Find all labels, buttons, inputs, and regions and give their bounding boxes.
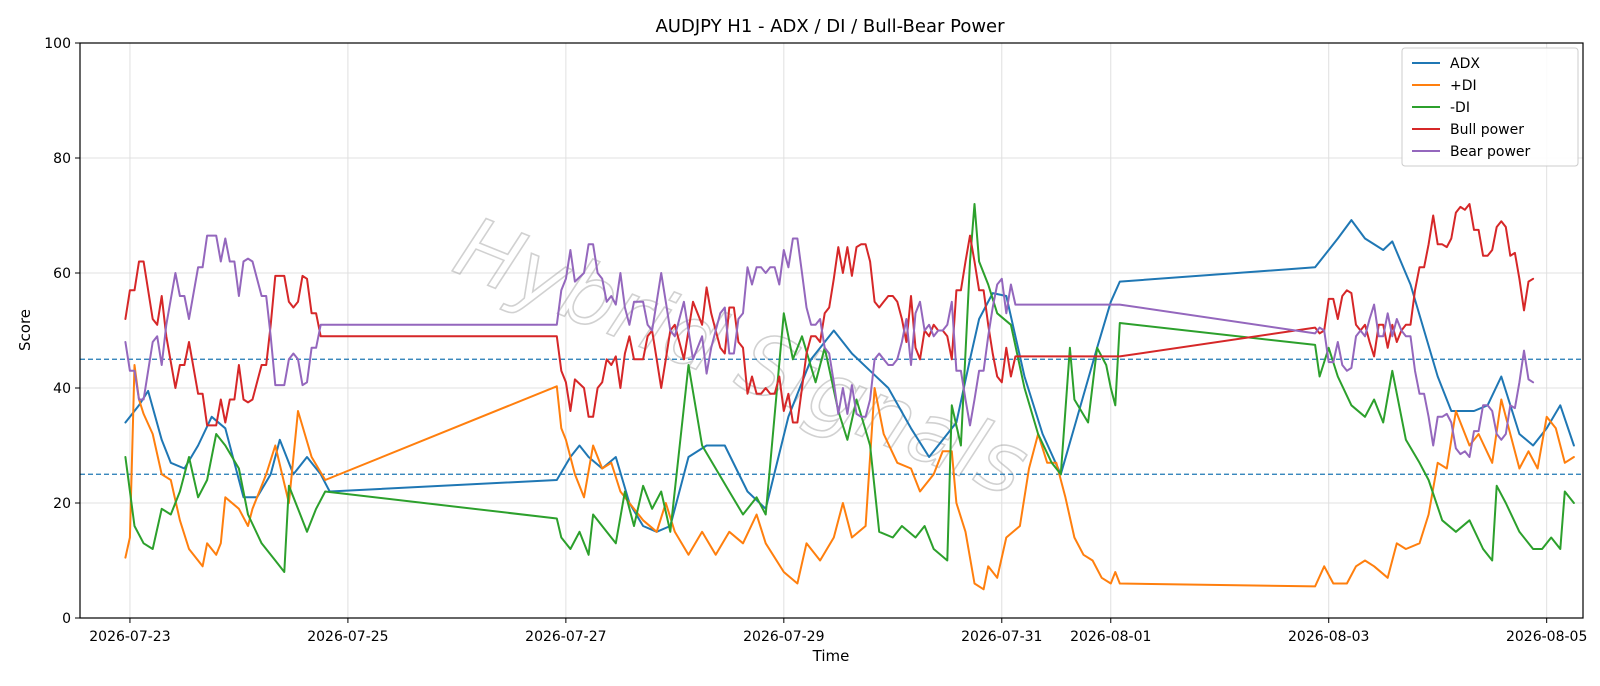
x-tick-label: 2026-07-23 xyxy=(89,629,170,645)
x-tick-label: 2026-07-29 xyxy=(743,629,824,645)
y-tick-label: 80 xyxy=(53,151,71,167)
x-axis: 2026-07-23 2026-07-25 2026-07-27 2026-07-29… xyxy=(89,618,1587,645)
legend-label: +DI xyxy=(1450,78,1477,94)
x-tick-label: 2026-07-25 xyxy=(307,629,388,645)
x-tick-label: 2026-08-05 xyxy=(1506,629,1587,645)
y-tick-label: 100 xyxy=(44,36,71,52)
series-line-bull-power xyxy=(124,203,1535,427)
plot-frame xyxy=(79,42,1584,619)
series-line-di xyxy=(124,203,1575,573)
series-line-adx xyxy=(124,219,1575,533)
x-axis-label: Time xyxy=(812,647,850,665)
x-tick-label: 2026-08-01 xyxy=(1070,629,1151,645)
y-axis: 0 20 40 60 80 100 xyxy=(44,36,80,627)
legend: ADX +DI -DI Bull power Bear power xyxy=(1401,47,1579,167)
y-axis-label: Score xyxy=(16,309,34,351)
series-line-di xyxy=(124,364,1575,591)
chart-title: AUDJPY H1 - ADX / DI / Bull-Bear Power xyxy=(655,16,1005,37)
y-tick-label: 20 xyxy=(53,496,71,512)
series-layer xyxy=(124,203,1575,591)
legend-label: Bear power xyxy=(1450,144,1531,160)
y-tick-label: 0 xyxy=(62,611,71,627)
y-tick-label: 60 xyxy=(53,266,71,282)
x-tick-label: 2026-07-31 xyxy=(961,629,1042,645)
x-tick-label: 2026-07-27 xyxy=(525,629,606,645)
legend-box xyxy=(1401,47,1579,167)
legend-label: ADX xyxy=(1450,56,1480,72)
y-tick-label: 40 xyxy=(53,381,71,397)
x-tick-label: 2026-08-03 xyxy=(1288,629,1369,645)
legend-label: -DI xyxy=(1450,100,1470,116)
legend-label: Bull power xyxy=(1450,122,1524,138)
series-line-bear-power xyxy=(124,234,1535,458)
